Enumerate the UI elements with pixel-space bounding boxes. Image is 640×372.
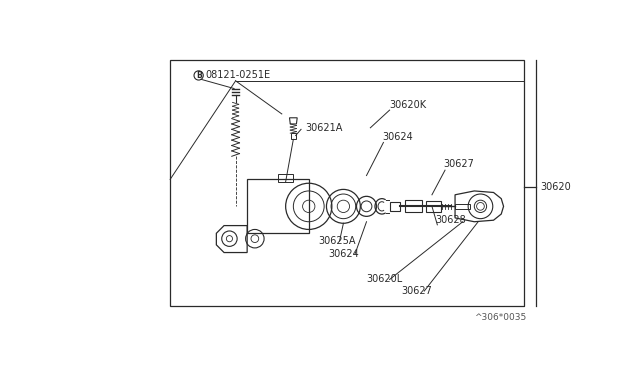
Bar	[390, 202, 401, 211]
Bar	[278, 174, 293, 182]
Text: 30628: 30628	[436, 215, 467, 225]
Text: ^306*0035: ^306*0035	[474, 314, 527, 323]
Bar	[426, 201, 441, 212]
Text: 30620L: 30620L	[367, 275, 403, 285]
Text: 30625A: 30625A	[319, 236, 356, 246]
Text: 30620: 30620	[541, 182, 572, 192]
Text: 30620K: 30620K	[390, 100, 427, 110]
Text: 30627: 30627	[401, 286, 432, 296]
Text: B: B	[196, 71, 202, 80]
Text: 08121-0251E: 08121-0251E	[205, 70, 271, 80]
Bar	[247, 179, 308, 233]
Text: 30624: 30624	[382, 132, 413, 142]
Text: 30621A: 30621A	[305, 123, 342, 133]
Bar	[170, 60, 524, 307]
Bar	[405, 200, 422, 212]
Bar	[291, 133, 296, 140]
Text: 30627: 30627	[444, 159, 474, 169]
Text: 30624: 30624	[328, 249, 359, 259]
Bar	[455, 204, 470, 209]
